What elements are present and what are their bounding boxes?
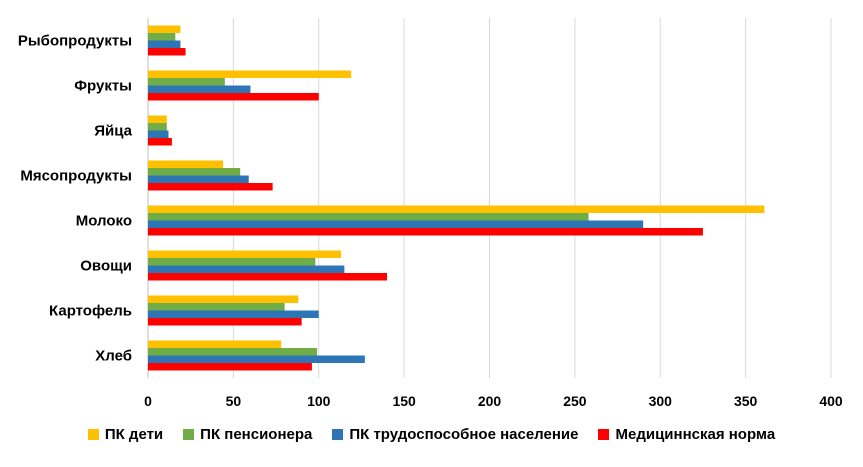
legend-item: ПК дети <box>87 426 164 443</box>
category-label: Яйца <box>94 123 132 140</box>
x-tick-label: 0 <box>144 393 152 409</box>
bar <box>148 205 765 213</box>
bar <box>148 213 589 221</box>
x-tick-label: 350 <box>734 393 758 409</box>
x-tick-label: 300 <box>649 393 673 409</box>
legend: ПК дети ПК пенсионера ПК трудоспособное на… <box>0 426 863 443</box>
legend-swatch <box>87 429 99 440</box>
category-label: Фрукты <box>74 78 132 95</box>
category-label: Мясопродукты <box>20 168 132 185</box>
bar <box>148 115 167 123</box>
bar <box>148 318 302 326</box>
x-tick-label: 250 <box>563 393 587 409</box>
legend-item: ПК трудоспособное население <box>332 426 578 443</box>
x-axis-ticks: 0 50 100 150 200 250 300 350 400 <box>144 393 843 409</box>
bar <box>148 130 169 138</box>
bar <box>148 40 181 48</box>
bar <box>148 355 365 363</box>
bar <box>148 168 241 176</box>
bar <box>148 348 318 356</box>
bar <box>148 303 285 311</box>
category-label: Хлеб <box>95 348 132 365</box>
bar <box>148 265 345 273</box>
category-label: Рыбопродукты <box>18 33 132 50</box>
category-label: Овощи <box>80 258 132 275</box>
legend-item: Медициннская норма <box>598 426 775 443</box>
bar <box>148 70 352 78</box>
category-labels: Рыбопродукты Фрукты Яйца Мясопродукты Молоко… <box>18 33 133 365</box>
legend-label: ПК пенсионера <box>200 426 313 443</box>
bar <box>148 138 172 146</box>
legend-label: Медициннская норма <box>615 426 776 443</box>
category-label: Молоко <box>76 213 132 230</box>
legend-item: ПК пенсионера <box>183 426 312 443</box>
bar <box>148 295 299 303</box>
x-tick-label: 50 <box>226 393 242 409</box>
x-tick-label: 200 <box>478 393 502 409</box>
bar <box>148 258 316 266</box>
bar <box>148 340 282 348</box>
bar <box>148 220 644 228</box>
bar <box>148 363 312 371</box>
legend-label: ПК трудоспособное население <box>349 426 579 443</box>
bar <box>148 33 176 41</box>
bar <box>148 273 388 281</box>
bar <box>148 175 249 183</box>
bar <box>148 78 225 86</box>
legend-swatch <box>332 429 344 440</box>
bar <box>148 250 341 258</box>
bar <box>148 93 319 101</box>
legend-swatch <box>183 429 195 440</box>
bar-series <box>148 25 765 371</box>
bar <box>148 310 319 318</box>
x-tick-label: 150 <box>392 393 416 409</box>
x-tick-label: 400 <box>819 393 843 409</box>
bar <box>148 123 167 131</box>
bar <box>148 183 273 191</box>
bar <box>148 85 251 93</box>
x-tick-label: 100 <box>307 393 331 409</box>
category-label: Картофель <box>49 303 132 320</box>
legend-swatch <box>598 429 610 440</box>
bar <box>148 25 181 33</box>
legend-label: ПК дети <box>104 426 164 443</box>
bar <box>148 160 224 168</box>
bar <box>148 48 186 56</box>
bar <box>148 228 703 236</box>
